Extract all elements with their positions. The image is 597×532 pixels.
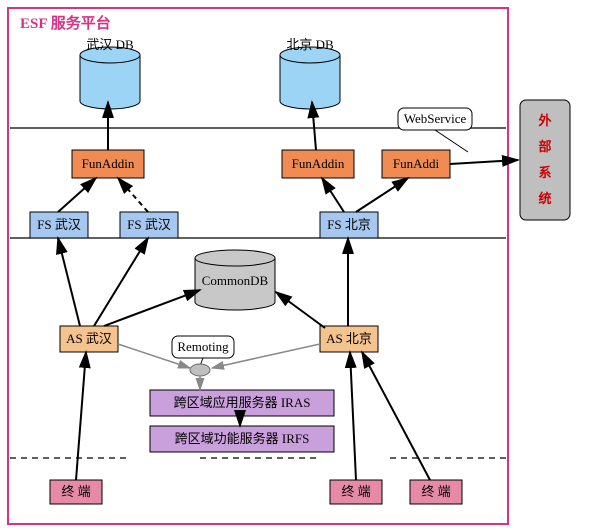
svg-text:终 端: 终 端 bbox=[341, 484, 370, 499]
svg-text:部: 部 bbox=[538, 139, 551, 154]
node-as_wh: AS 武汉 bbox=[60, 326, 118, 352]
arrow bbox=[118, 178, 148, 212]
node-fs_wh1: FS 武汉 bbox=[30, 212, 88, 238]
svg-text:统: 统 bbox=[538, 191, 551, 206]
frame-title: ESF 服务平台 bbox=[20, 14, 111, 32]
db-label: 武汉 DB bbox=[86, 37, 134, 52]
svg-text:FS 武汉: FS 武汉 bbox=[127, 217, 171, 232]
svg-text:WebService: WebService bbox=[404, 111, 467, 126]
svg-text:FunAddin: FunAddin bbox=[292, 156, 345, 171]
arrow bbox=[276, 292, 325, 328]
callout-rem: Remoting bbox=[172, 336, 234, 366]
node-fa_bj1: FunAddin bbox=[282, 150, 354, 178]
svg-text:跨区域功能服务器 IRFS: 跨区域功能服务器 IRFS bbox=[175, 431, 310, 446]
svg-text:FS 武汉: FS 武汉 bbox=[37, 217, 81, 232]
svg-text:终 端: 终 端 bbox=[421, 484, 450, 499]
node-irfs: 跨区域功能服务器 IRFS bbox=[150, 426, 334, 452]
node-t1: 终 端 bbox=[50, 480, 102, 504]
arrow bbox=[350, 352, 356, 480]
arrow bbox=[356, 178, 408, 212]
node-t2: 终 端 bbox=[330, 480, 382, 504]
svg-text:FunAddi: FunAddi bbox=[393, 156, 440, 171]
svg-text:FS 北京: FS 北京 bbox=[327, 217, 371, 232]
svg-text:外: 外 bbox=[537, 113, 551, 128]
arrow bbox=[104, 290, 200, 326]
svg-text:FunAddin: FunAddin bbox=[82, 156, 135, 171]
arrow bbox=[58, 238, 80, 326]
arrow bbox=[322, 178, 344, 212]
node-fs_wh2: FS 武汉 bbox=[120, 212, 178, 238]
node-ext: 外部系统 bbox=[520, 100, 570, 220]
node-t3: 终 端 bbox=[410, 480, 462, 504]
callout-ws: WebService bbox=[398, 108, 472, 152]
db-db_bj bbox=[280, 47, 340, 109]
db-label: 北京 DB bbox=[286, 37, 334, 52]
node-fa_bj2: FunAddi bbox=[382, 150, 450, 178]
node-fs_bj: FS 北京 bbox=[320, 212, 378, 238]
svg-text:终 端: 终 端 bbox=[61, 484, 90, 499]
svg-text:Remoting: Remoting bbox=[177, 339, 229, 354]
node-iras: 跨区域应用服务器 IRAS bbox=[150, 390, 334, 416]
svg-text:AS 北京: AS 北京 bbox=[326, 331, 372, 346]
remoting-hub bbox=[190, 364, 210, 376]
svg-text:系: 系 bbox=[538, 165, 551, 180]
svg-text:跨区域应用服务器 IRAS: 跨区域应用服务器 IRAS bbox=[174, 395, 311, 410]
svg-text:AS 武汉: AS 武汉 bbox=[66, 331, 112, 346]
node-fa_wh: FunAddin bbox=[72, 150, 144, 178]
arrow bbox=[58, 178, 96, 212]
db-label: CommonDB bbox=[202, 273, 269, 288]
node-as_bj: AS 北京 bbox=[320, 326, 378, 352]
arrow bbox=[76, 352, 86, 480]
arrow bbox=[362, 352, 430, 480]
db-db_wh bbox=[80, 47, 140, 109]
